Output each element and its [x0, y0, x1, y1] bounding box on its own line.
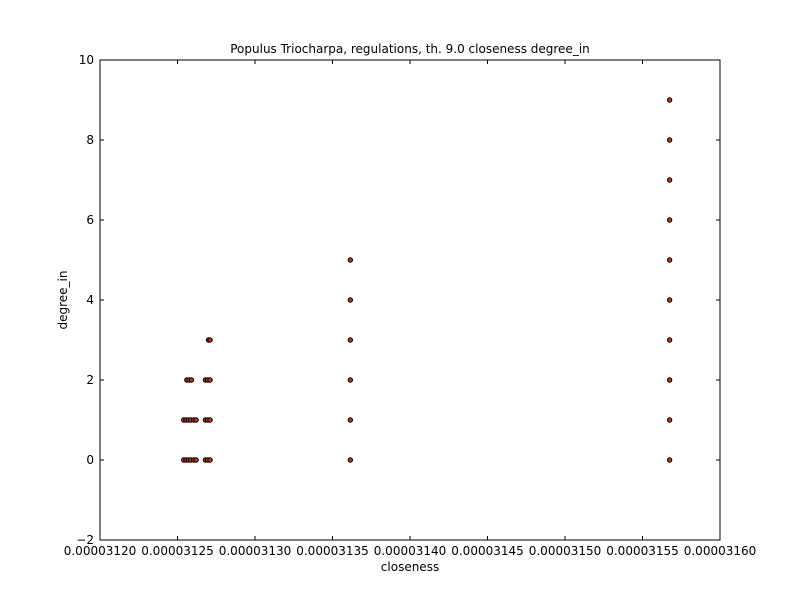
data-point	[347, 417, 354, 423]
data-point	[347, 377, 354, 383]
x-tick-label: 0.00003140	[374, 544, 447, 558]
chart-title: Populus Triocharpa, regulations, th. 9.0…	[230, 42, 590, 56]
data-point	[347, 337, 354, 343]
x-axis-label: closeness	[381, 560, 439, 574]
data-point	[347, 297, 354, 303]
data-points	[181, 97, 673, 463]
data-point	[193, 417, 199, 423]
y-tick-label: 0	[86, 453, 94, 467]
data-point	[207, 377, 213, 383]
y-tick-label: −2	[76, 533, 94, 547]
data-point	[207, 457, 213, 463]
x-tick-label: 0.00003145	[451, 544, 524, 558]
data-point	[193, 457, 199, 463]
data-point	[666, 297, 673, 303]
x-tick-label: 0.00003135	[296, 544, 369, 558]
y-tick-label: 6	[86, 213, 94, 227]
y-axis-label: degree_in	[56, 271, 70, 330]
y-tick-label: 8	[86, 133, 94, 147]
axis-ticks: 0.00003120 0.00003125 0.00003130 0.00003135…	[64, 53, 757, 558]
x-tick-label: 0.00003160	[684, 544, 757, 558]
x-tick-label: 0.00003150	[529, 544, 602, 558]
plot-area-frame	[99, 59, 721, 541]
data-point	[347, 257, 354, 263]
x-tick-label: 0.00003125	[141, 544, 214, 558]
y-tick-label: 4	[86, 293, 94, 307]
data-point	[666, 457, 673, 463]
x-tick-label: 0.00003155	[606, 544, 679, 558]
data-point	[666, 177, 673, 183]
y-tick-label: 10	[79, 53, 94, 67]
data-point	[347, 457, 354, 463]
data-point	[666, 337, 673, 343]
data-point	[666, 217, 673, 223]
data-point	[666, 377, 673, 383]
data-point	[666, 417, 673, 423]
data-point	[207, 337, 213, 343]
data-point	[666, 137, 673, 143]
data-point	[666, 97, 673, 103]
data-point	[207, 417, 213, 423]
data-point	[666, 257, 673, 263]
data-point	[188, 377, 195, 383]
y-tick-label: 2	[86, 373, 94, 387]
x-tick-label: 0.00003130	[219, 544, 292, 558]
x-tick-label: 0.00003120	[64, 544, 137, 558]
